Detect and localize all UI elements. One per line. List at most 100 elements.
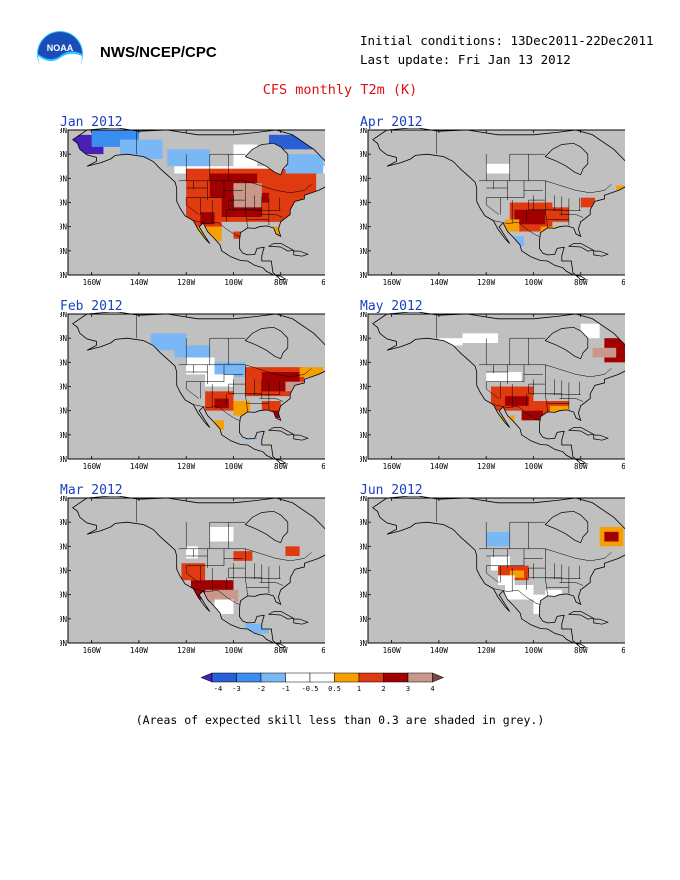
lon-tick-label: 140W xyxy=(430,646,449,655)
political-border xyxy=(493,404,541,421)
lat-tick-label: 30N xyxy=(60,407,67,416)
lat-tick-label: 40N xyxy=(360,383,367,392)
political-border xyxy=(545,548,612,562)
colorbar-swatch xyxy=(358,672,384,683)
political-border xyxy=(186,364,225,382)
lon-tick-label: 160W xyxy=(83,462,102,471)
lon-tick-label: 80W xyxy=(574,462,588,471)
anomaly-patch xyxy=(486,531,510,547)
anomaly-patch xyxy=(167,149,210,167)
political-border xyxy=(193,588,241,605)
coastline xyxy=(72,312,325,465)
anomaly-patch xyxy=(462,333,498,343)
panel-title: Apr 2012 xyxy=(360,115,423,130)
map-svg: 160W 140W 120W 100W 80W 60W 70N 60N 50N 40N 30N 20N… xyxy=(360,128,625,287)
colorbar-label: 0.5 xyxy=(328,685,341,693)
lat-tick-label: 40N xyxy=(60,567,67,576)
hudson-bay xyxy=(544,326,589,360)
hispaniola-coastline xyxy=(293,434,309,441)
anomaly-patch xyxy=(233,144,258,167)
political-border xyxy=(186,180,225,198)
political-border xyxy=(559,214,584,218)
map-panel-apr: Apr 2012 160W 140W 120W 100W 80W 60W 70N 60N 50N… xyxy=(360,115,625,303)
colorbar-label: -3 xyxy=(232,685,240,693)
lon-tick-label: 80W xyxy=(574,278,588,287)
lat-tick-label: 70N xyxy=(60,496,67,503)
lon-tick-label: 140W xyxy=(130,278,149,287)
anomaly-patch xyxy=(498,575,515,585)
panel-title: May 2012 xyxy=(360,299,423,314)
political-border xyxy=(185,381,200,399)
anomaly-patch xyxy=(580,323,600,339)
anomaly-patch xyxy=(261,202,281,222)
map-svg: 160W 140W 120W 100W 80W 60W 70N 60N 50N 40N 30N 20N… xyxy=(360,312,625,471)
hudson-bay xyxy=(544,142,589,176)
anomaly-patch xyxy=(245,623,269,634)
lon-tick-label: 100W xyxy=(224,646,243,655)
anomaly-patch xyxy=(521,410,543,421)
page-title: CFS monthly T2m (K) xyxy=(262,82,418,98)
political-border xyxy=(245,548,312,562)
lat-tick-label: 10N xyxy=(60,639,67,648)
lat-tick-label: 70N xyxy=(360,128,367,135)
cuba-coastline xyxy=(567,610,595,620)
political-border xyxy=(528,364,546,394)
lat-tick-label: 40N xyxy=(60,383,67,392)
lat-tick-label: 60N xyxy=(60,518,67,527)
political-border xyxy=(193,404,241,421)
lat-tick-label: 60N xyxy=(60,150,67,159)
lat-tick-label: 10N xyxy=(60,271,67,280)
lat-tick-label: 60N xyxy=(60,334,67,343)
anomaly-patch xyxy=(174,345,210,358)
map-panel-may: May 2012 160W 140W 120W 100W 80W 60W 70N 60N 50N… xyxy=(360,299,625,487)
colorbar-swatch xyxy=(383,672,409,683)
lon-tick-label: 160W xyxy=(383,462,402,471)
anomaly-patch xyxy=(120,139,163,159)
colorbar-label: 2 xyxy=(381,685,385,693)
lat-tick-label: 30N xyxy=(60,223,67,232)
colorbar-swatch xyxy=(236,672,262,683)
colorbar-label: -2 xyxy=(257,685,265,693)
lat-tick-label: 70N xyxy=(360,496,367,503)
map-panel-jun: Jun 2012 160W 140W 120W 100W 80W 60W 70N 60N 50N… xyxy=(360,483,625,671)
map-panel-mar: Mar 2012 160W 140W 120W 100W 80W 60W 70N 60N 50N… xyxy=(60,483,325,671)
anomaly-patch xyxy=(580,197,595,208)
coastline xyxy=(72,496,325,649)
lat-tick-label: 30N xyxy=(360,407,367,416)
lon-tick-label: 120W xyxy=(177,278,196,287)
political-border xyxy=(228,180,246,210)
anomaly-patch xyxy=(214,599,234,614)
lon-tick-label: 60W xyxy=(621,278,625,287)
coastline xyxy=(72,128,325,281)
lon-tick-label: 60W xyxy=(321,462,325,471)
anomaly-patch xyxy=(209,527,234,542)
lon-tick-label: 120W xyxy=(177,462,196,471)
lon-tick-label: 60W xyxy=(321,278,325,287)
lon-tick-label: 100W xyxy=(524,278,543,287)
lon-tick-label: 140W xyxy=(130,646,149,655)
anomaly-patch xyxy=(186,546,198,559)
lon-tick-label: 160W xyxy=(83,646,102,655)
lat-tick-label: 30N xyxy=(60,591,67,600)
panel-title: Jun 2012 xyxy=(360,483,423,498)
lon-tick-label: 160W xyxy=(383,646,402,655)
lat-tick-label: 60N xyxy=(360,150,367,159)
lon-tick-label: 100W xyxy=(524,646,543,655)
lon-tick-label: 100W xyxy=(224,462,243,471)
political-border xyxy=(493,220,541,237)
lon-tick-label: 160W xyxy=(383,278,402,287)
lat-tick-label: 70N xyxy=(60,128,67,135)
lat-tick-label: 20N xyxy=(60,247,67,256)
skill-footnote: (Areas of expected skill less than 0.3 a… xyxy=(135,713,545,727)
initial-conditions: Initial conditions: 13Dec2011-22Dec2011 xyxy=(360,33,654,48)
anomaly-patch xyxy=(514,209,546,225)
lon-tick-label: 60W xyxy=(321,646,325,655)
political-border xyxy=(545,384,548,412)
map-panel-jan: Jan 2012 160W 140W 120W 100W 80W 60W 70N 60N 50N… xyxy=(60,115,325,303)
lat-tick-label: 70N xyxy=(60,312,67,319)
political-border xyxy=(486,180,525,198)
lat-tick-label: 10N xyxy=(60,455,67,464)
lon-tick-label: 120W xyxy=(477,462,496,471)
lon-tick-label: 120W xyxy=(177,646,196,655)
anomaly-patch xyxy=(214,398,229,409)
